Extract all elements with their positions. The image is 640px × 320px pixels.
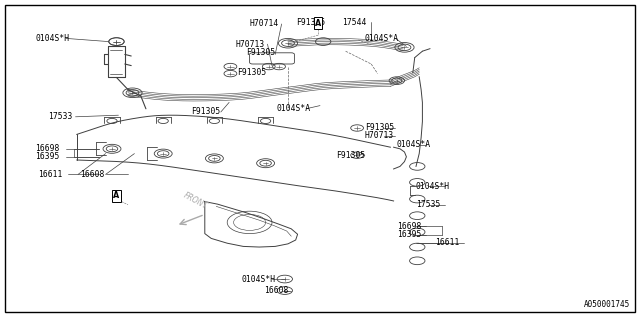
- Text: H70714: H70714: [250, 20, 279, 28]
- Text: FRONT: FRONT: [182, 191, 209, 211]
- Text: H70713: H70713: [236, 40, 265, 49]
- Text: 0104S*H: 0104S*H: [242, 275, 276, 284]
- FancyBboxPatch shape: [250, 53, 294, 64]
- Text: A: A: [113, 191, 120, 200]
- Text: 17533: 17533: [48, 112, 72, 121]
- Text: 16698: 16698: [397, 222, 421, 231]
- Text: 0104S*A: 0104S*A: [365, 34, 399, 43]
- Text: F91305: F91305: [237, 68, 266, 77]
- Text: F91305: F91305: [296, 18, 325, 27]
- Text: 16395: 16395: [35, 152, 60, 161]
- Text: A: A: [315, 19, 321, 28]
- Text: 17544: 17544: [342, 18, 367, 27]
- Text: 0104S*A: 0104S*A: [397, 140, 431, 149]
- Text: F91305: F91305: [336, 151, 365, 160]
- Text: 16611: 16611: [435, 238, 460, 247]
- Text: 16395: 16395: [397, 230, 421, 239]
- Text: F91305: F91305: [246, 48, 276, 57]
- Text: 0104S*H: 0104S*H: [35, 34, 69, 43]
- Text: 16608: 16608: [80, 170, 104, 179]
- Text: A050001745: A050001745: [584, 300, 630, 309]
- Text: F91305: F91305: [191, 108, 220, 116]
- Text: 17535: 17535: [416, 200, 440, 209]
- Text: F91305: F91305: [365, 124, 394, 132]
- Text: 16611: 16611: [38, 170, 63, 179]
- Text: 16698: 16698: [35, 144, 60, 153]
- Text: H70713: H70713: [365, 132, 394, 140]
- Text: 0104S*A: 0104S*A: [276, 104, 310, 113]
- Text: 16608: 16608: [264, 286, 288, 295]
- Text: 0104S*H: 0104S*H: [416, 182, 450, 191]
